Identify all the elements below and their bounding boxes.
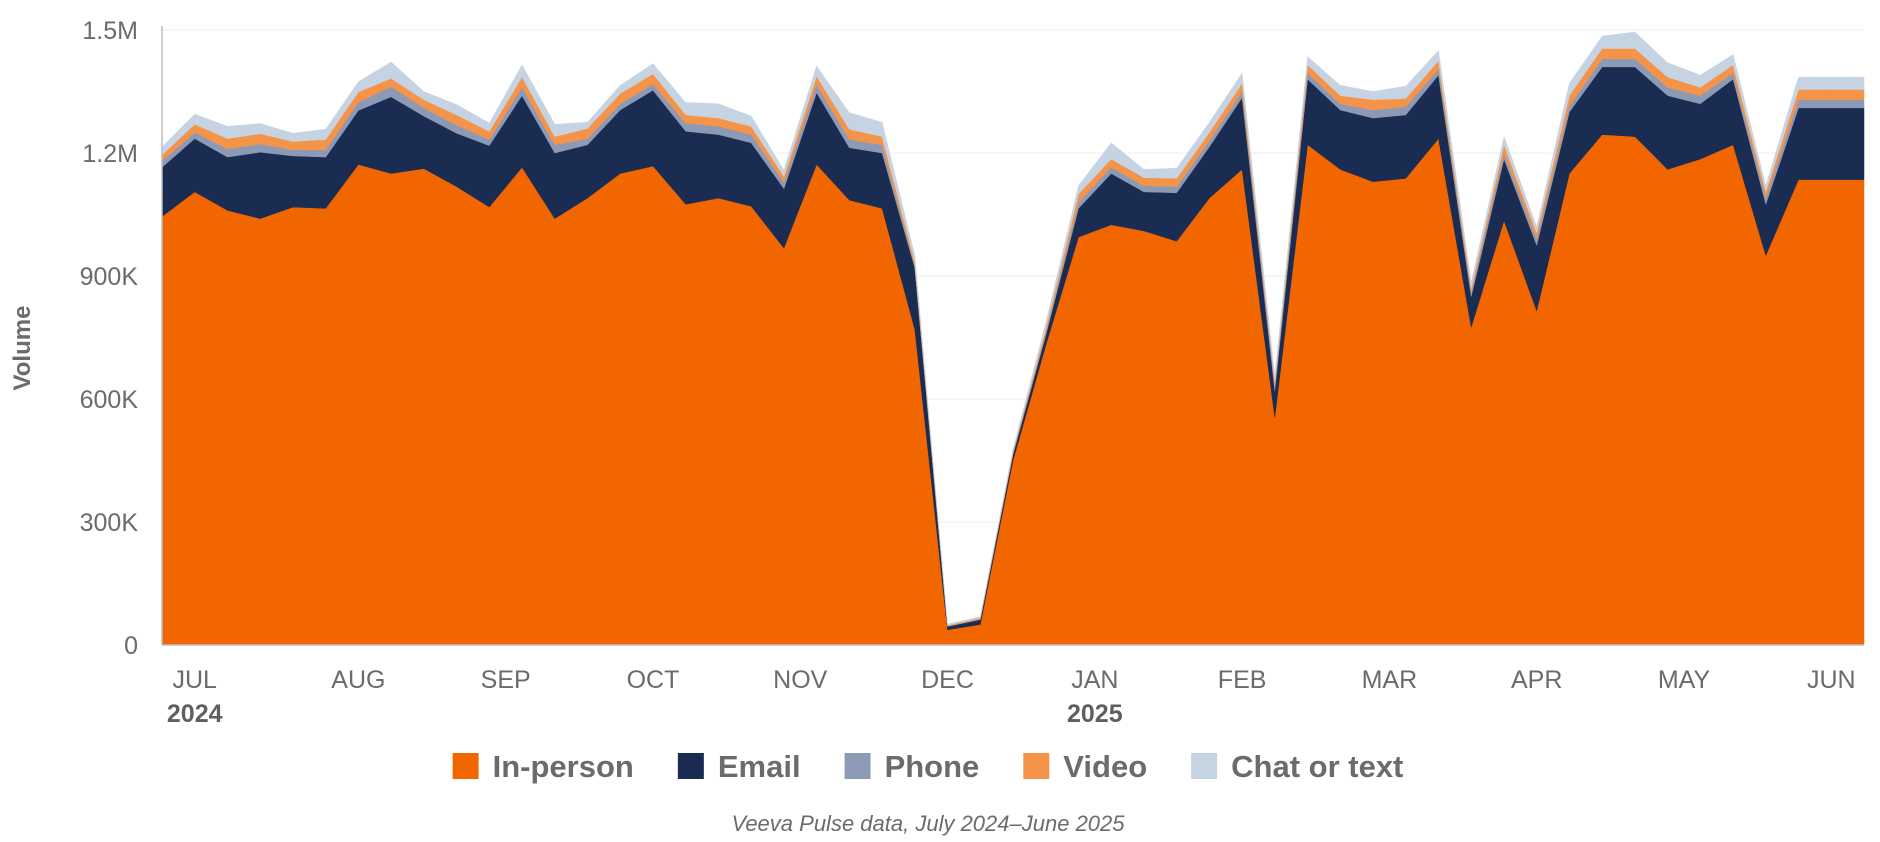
legend-swatch: [844, 753, 871, 779]
x-tick-label: JUL: [172, 666, 217, 694]
x-tick-label: DEC: [921, 666, 974, 694]
legend: In-person Email Phone Video Chat or text: [452, 749, 1403, 784]
legend-item-email: Email: [677, 749, 801, 784]
y-tick-label: 1.5M: [82, 17, 138, 45]
legend-label: Email: [718, 749, 801, 784]
y-tick-labels: 0 300K 600K 900K 1.2M 1.5M: [80, 17, 139, 660]
legend-label: Video: [1063, 749, 1147, 784]
axes: [161, 26, 1864, 646]
x-tick-label: MAR: [1362, 666, 1418, 694]
legend-item-phone: Phone: [844, 749, 980, 784]
legend-swatch: [452, 753, 479, 779]
x-tick-labels: JUL 2024 AUG SEP OCT NOV DEC JAN 2025 FEB MAR APR MA…: [167, 666, 1856, 728]
y-tick-label: 600K: [80, 386, 139, 414]
y-axis-title: Volume: [9, 306, 36, 391]
x-year-label: 2025: [1067, 700, 1123, 728]
x-tick-label: OCT: [627, 666, 680, 694]
x-tick-label: AUG: [331, 666, 385, 694]
x-year-label: 2024: [167, 700, 223, 728]
area-in-person: [161, 134, 1865, 646]
legend-item-in-person: In-person: [452, 749, 634, 784]
legend-item-chat-or-text: Chat or text: [1191, 749, 1403, 784]
x-tick-label: MAY: [1658, 666, 1711, 694]
area-chat-or-text: [161, 31, 1865, 626]
x-tick-label: FEB: [1218, 666, 1267, 694]
legend-label: Phone: [885, 749, 980, 784]
legend-swatch: [1023, 753, 1050, 779]
y-tick-label: 300K: [80, 509, 139, 537]
legend-label: Chat or text: [1231, 749, 1403, 784]
y-tick-label: 1.2M: [82, 140, 138, 168]
legend-item-video: Video: [1023, 749, 1147, 784]
x-tick-label: NOV: [773, 666, 828, 694]
x-tick-label: JUN: [1807, 666, 1856, 694]
legend-label: In-person: [493, 749, 634, 784]
x-tick-label: JAN: [1071, 666, 1118, 694]
legend-swatch: [677, 753, 704, 779]
x-tick-label: SEP: [481, 666, 531, 694]
y-tick-label: 0: [124, 632, 138, 660]
y-tick-label: 900K: [80, 263, 139, 291]
area-series-group: [161, 31, 1865, 646]
x-tick-label: APR: [1511, 666, 1562, 694]
legend-swatch: [1191, 753, 1218, 779]
source-caption: Veeva Pulse data, July 2024–June 2025: [731, 811, 1125, 836]
